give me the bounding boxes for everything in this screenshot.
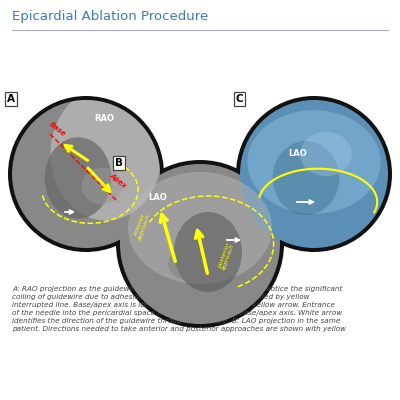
Text: LAO: LAO	[148, 193, 167, 202]
Text: RAO: RAO	[94, 114, 114, 123]
Ellipse shape	[300, 132, 352, 176]
Circle shape	[116, 160, 284, 328]
Text: Apex: Apex	[108, 172, 127, 189]
Text: Epicardial Ablation Procedure: Epicardial Ablation Procedure	[12, 10, 208, 23]
Circle shape	[8, 96, 164, 252]
Text: C: C	[235, 94, 243, 104]
Ellipse shape	[247, 110, 381, 214]
Text: B: B	[115, 158, 123, 168]
Ellipse shape	[273, 141, 339, 215]
Ellipse shape	[82, 168, 122, 204]
Circle shape	[12, 100, 160, 248]
Text: posterior
approach: posterior approach	[217, 242, 235, 271]
Circle shape	[240, 100, 388, 248]
Text: Anterior
approach: Anterior approach	[133, 212, 151, 241]
Circle shape	[236, 96, 392, 252]
Text: A: RAO projection as the guidewire is advanced over a Tuohy needle. Notice the s: A: RAO projection as the guidewire is ad…	[12, 286, 346, 332]
Circle shape	[120, 164, 280, 324]
Text: LAO: LAO	[288, 148, 307, 158]
Text: Base: Base	[48, 120, 67, 137]
Text: A: A	[7, 94, 15, 104]
Ellipse shape	[45, 137, 111, 219]
Ellipse shape	[50, 87, 162, 221]
Ellipse shape	[128, 172, 272, 284]
Ellipse shape	[168, 248, 208, 280]
Ellipse shape	[174, 212, 242, 292]
